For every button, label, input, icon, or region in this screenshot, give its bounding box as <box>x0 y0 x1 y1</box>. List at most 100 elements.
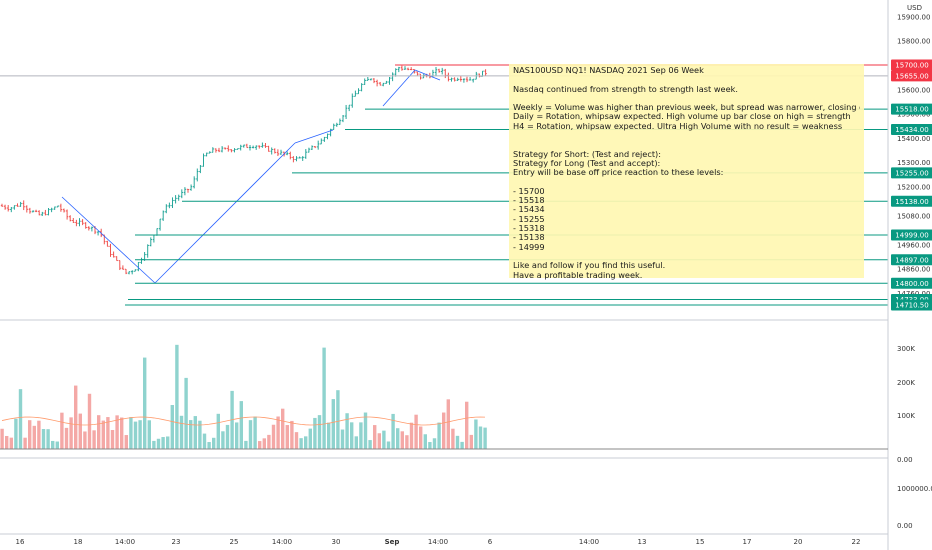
volume-bar <box>207 442 211 449</box>
trend-lines <box>61 69 441 284</box>
volume-bar <box>258 441 262 449</box>
volume-bar <box>350 422 354 449</box>
volume-bar <box>235 422 239 449</box>
volume-bar <box>405 435 409 449</box>
volume-bar <box>120 417 124 449</box>
volume-bar <box>469 434 473 449</box>
price-tag-label: 14710.50 <box>895 302 928 310</box>
volume-bar <box>354 436 358 449</box>
volume-bar <box>60 412 64 449</box>
volume-bar <box>373 425 377 449</box>
volume-bar <box>271 424 276 449</box>
note-line: Daily = Rotation, whipsaw expected. High… <box>513 112 851 122</box>
volume-bar <box>336 390 340 449</box>
volume-bar <box>340 429 345 449</box>
note-line: - 15318 <box>513 224 545 234</box>
volume-bar <box>51 440 55 449</box>
price-tick-label: 14760.00 <box>897 290 930 298</box>
note-line: NAS100USD NQ1! NASDAQ 2021 Sep 06 Week <box>513 66 704 75</box>
volume-tick-label: 300K <box>897 345 915 353</box>
volume-bars <box>0 344 487 449</box>
volume-bar <box>423 434 427 449</box>
volume-bar <box>133 421 138 449</box>
volume-bar <box>0 428 4 449</box>
volume-bar <box>253 416 257 449</box>
volume-bar <box>244 440 248 449</box>
volume-bar <box>87 393 92 449</box>
volume-ma-line <box>1 416 486 426</box>
volume-bar <box>69 417 73 449</box>
price-tag-label: 14897.00 <box>895 256 928 264</box>
volume-bar <box>189 420 193 449</box>
volume-bar <box>143 357 147 449</box>
time-tick-label: 14:00 <box>272 538 292 546</box>
volume-bar <box>419 426 423 449</box>
volume-bar <box>437 422 441 449</box>
volume-bar <box>106 417 110 449</box>
note-line: Have a profitable trading week. <box>513 270 643 280</box>
volume-bar <box>483 427 487 449</box>
time-tick-label: 15 <box>696 538 705 546</box>
volume-bar <box>9 437 13 449</box>
volume-bar <box>225 424 230 449</box>
volume-bar <box>262 438 266 449</box>
price-tick-label: 15600.00 <box>897 86 930 94</box>
trend-line <box>61 196 156 284</box>
volume-bar <box>202 433 207 449</box>
time-tick-label: 30 <box>332 538 341 546</box>
note-line: - 15518 <box>513 196 545 206</box>
volume-bar <box>78 413 82 449</box>
volume-bar <box>281 408 285 449</box>
price-tick-label: 14960.00 <box>897 241 930 249</box>
time-tick-label: 25 <box>230 538 239 546</box>
trend-line <box>294 129 334 144</box>
price-tag-label: 15138.00 <box>895 198 928 206</box>
time-tick-label: 14:00 <box>428 538 448 546</box>
volume-bar <box>299 438 303 449</box>
volume-bar <box>267 434 271 449</box>
volume-bar <box>14 418 18 449</box>
volume-bar <box>175 344 179 449</box>
volume-bar <box>161 437 165 449</box>
volume-bar <box>170 405 174 449</box>
volume-bar <box>368 440 372 449</box>
price-tag <box>891 229 932 241</box>
note-line: H4 = Rotation, whipsaw expected. Ultra H… <box>513 121 843 131</box>
volume-bar <box>446 399 450 449</box>
price-tick-label: 15800.00 <box>897 38 930 46</box>
price-tag <box>891 167 932 179</box>
note-line <box>513 178 860 187</box>
volume-bar <box>97 415 101 449</box>
time-tick-label: 22 <box>852 538 861 546</box>
volume-bar <box>308 428 312 449</box>
volume-bar <box>5 435 9 449</box>
volume-bar <box>478 426 483 449</box>
note-line <box>513 75 860 84</box>
time-tick-label: 6 <box>488 538 493 546</box>
price-tick-label: 15900.00 <box>897 13 930 21</box>
trend-line <box>382 69 416 107</box>
volume-bar <box>216 413 220 449</box>
note-line: Weekly = Volume was higher than previous… <box>513 103 860 113</box>
volume-bar <box>276 416 280 449</box>
volume-bar <box>294 432 299 449</box>
time-tick-label: 23 <box>172 538 181 546</box>
price-tag <box>891 70 932 82</box>
price-tag-label: 15255.00 <box>895 169 928 177</box>
volume-bar <box>377 433 381 449</box>
note-line: Like and follow if you find this useful. <box>513 261 666 271</box>
volume-bar <box>382 430 386 449</box>
trend-line <box>154 142 296 284</box>
volume-bar <box>147 420 151 449</box>
note-line <box>513 131 860 140</box>
price-tag-label: 15700.00 <box>895 62 928 70</box>
volume-bar <box>64 427 69 449</box>
volume-bar <box>442 412 446 449</box>
note-line: Strategy for Short: (Test and reject): <box>513 149 662 159</box>
price-tick-label: 15200.00 <box>897 183 930 191</box>
time-tick-label: 17 <box>743 538 752 546</box>
volume-bar <box>74 385 78 449</box>
note-line <box>513 140 860 149</box>
volume-bar <box>248 420 253 449</box>
volume-bar <box>83 431 87 449</box>
